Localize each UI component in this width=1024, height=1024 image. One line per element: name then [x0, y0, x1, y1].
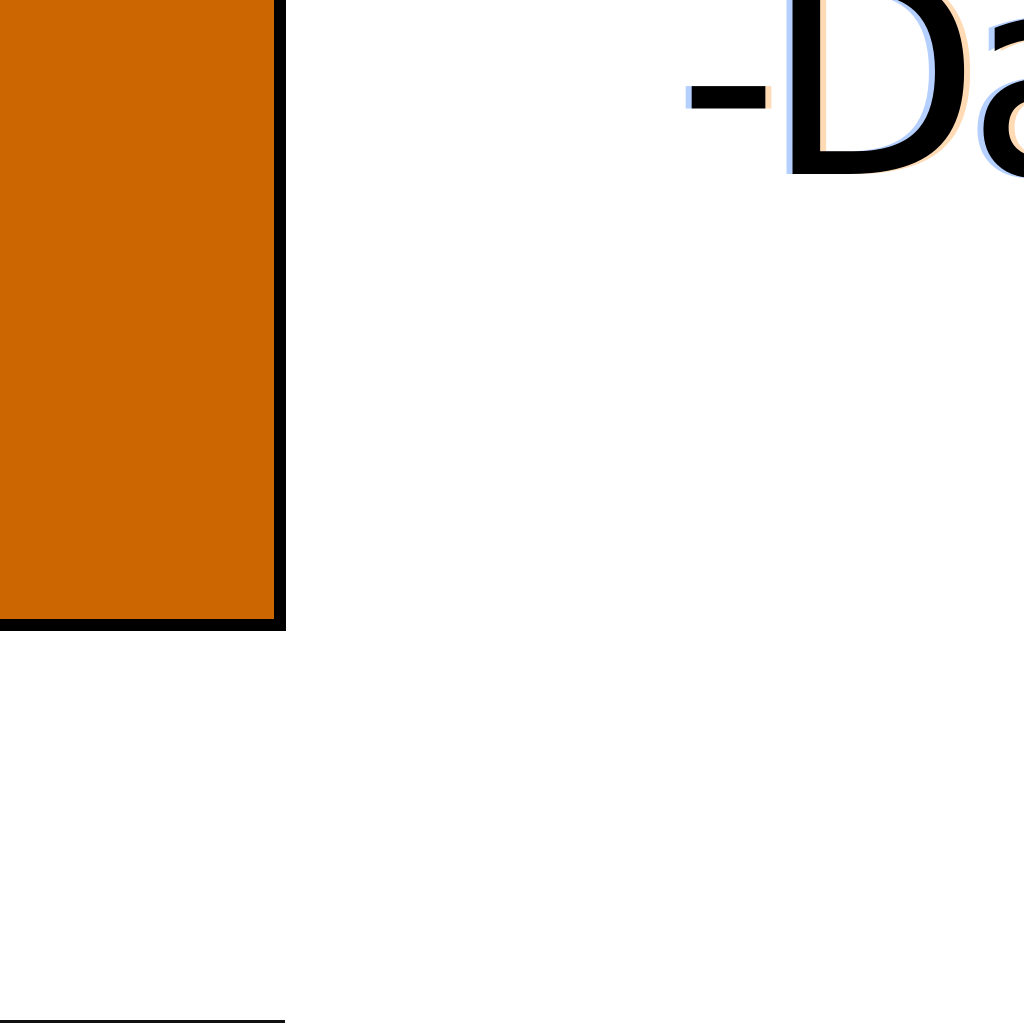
cropped-label-text: -Da	[678, 0, 1024, 241]
orange-panel	[0, 0, 286, 631]
divider-line	[0, 1020, 285, 1023]
